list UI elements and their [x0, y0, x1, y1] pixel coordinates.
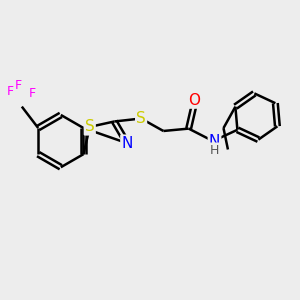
Text: F: F	[29, 87, 36, 100]
Text: N: N	[209, 134, 220, 148]
Text: F: F	[7, 85, 14, 98]
Text: S: S	[136, 111, 146, 126]
Text: F: F	[15, 79, 22, 92]
Text: H: H	[210, 143, 219, 157]
Text: O: O	[188, 93, 200, 108]
Text: S: S	[85, 119, 94, 134]
Text: N: N	[122, 136, 133, 151]
